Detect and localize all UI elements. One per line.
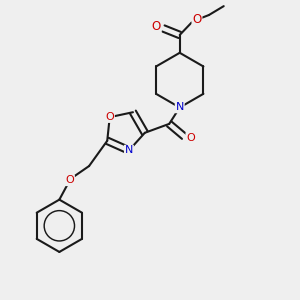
Text: O: O bbox=[152, 20, 161, 33]
Text: O: O bbox=[192, 13, 202, 26]
Text: O: O bbox=[105, 112, 114, 122]
Text: O: O bbox=[186, 133, 195, 143]
Text: N: N bbox=[125, 146, 133, 155]
Text: N: N bbox=[176, 103, 184, 112]
Text: O: O bbox=[65, 175, 74, 185]
